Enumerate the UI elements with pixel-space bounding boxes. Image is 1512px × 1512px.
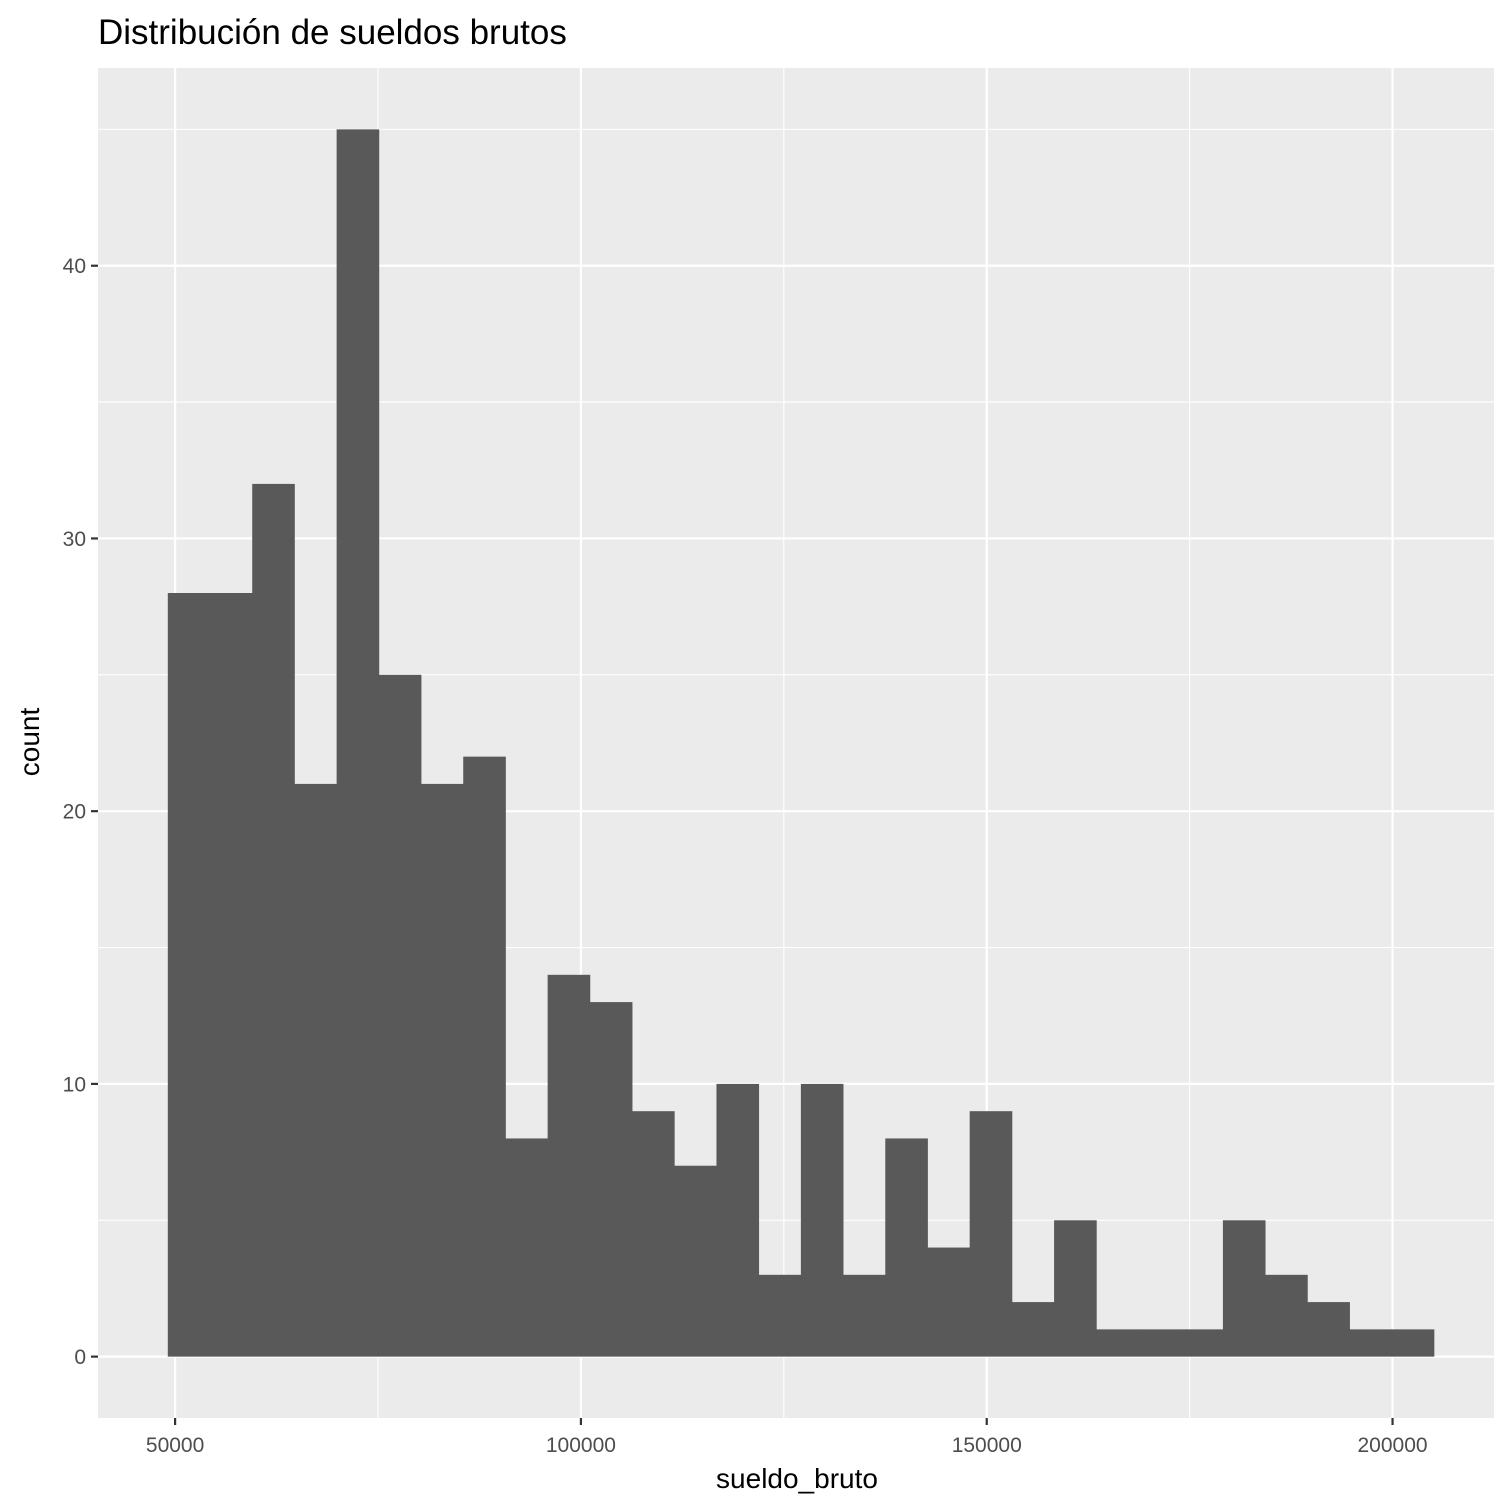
histogram-bar <box>167 593 211 1357</box>
y-tick-label: 30 <box>63 528 86 551</box>
y-tick-label: 40 <box>63 255 86 278</box>
histogram-bar <box>294 783 338 1357</box>
y-axis-title: count <box>14 708 45 777</box>
histogram-bar <box>800 1083 844 1357</box>
histogram-bar <box>1054 1220 1097 1357</box>
x-axis-title: sueldo_bruto <box>716 1463 878 1494</box>
histogram-bar <box>927 1247 971 1357</box>
histogram-bar <box>1307 1302 1350 1357</box>
y-tick-label: 20 <box>63 801 86 824</box>
histogram-bar <box>969 1111 1013 1357</box>
histogram-bar <box>1349 1329 1393 1357</box>
histogram-bar <box>1265 1274 1308 1357</box>
chart-title: Distribución de sueldos brutos <box>98 13 567 52</box>
x-tick-label: 150000 <box>952 1434 1022 1457</box>
y-tick-label: 10 <box>63 1073 86 1096</box>
histogram-bar <box>716 1083 760 1357</box>
x-tick-label: 100000 <box>546 1434 616 1457</box>
histogram-bar <box>632 1111 675 1357</box>
histogram-bar <box>758 1274 802 1357</box>
histogram-bar <box>378 674 422 1357</box>
histogram-bar <box>589 1002 633 1357</box>
x-axis: 50000 100000 150000 200000 <box>146 1418 1428 1457</box>
histogram-bar <box>1096 1329 1139 1357</box>
histogram-bar <box>1138 1329 1182 1357</box>
histogram-bar <box>336 129 380 1357</box>
histogram-bar <box>421 783 464 1357</box>
y-tick-label: 0 <box>74 1346 86 1369</box>
x-tick-label: 200000 <box>1358 1434 1428 1457</box>
histogram-bar <box>505 1138 549 1357</box>
histogram-bar <box>1391 1329 1435 1357</box>
y-axis: 0 10 20 30 40 <box>63 255 98 1369</box>
histogram-bar <box>674 1165 717 1357</box>
histogram-bar <box>1011 1302 1055 1357</box>
histogram-bar <box>1222 1220 1266 1357</box>
histogram-bar <box>463 756 506 1357</box>
histogram-bar <box>252 483 295 1357</box>
histogram-bar <box>1180 1329 1224 1357</box>
histogram-bar <box>843 1274 886 1357</box>
histogram-bar <box>885 1138 928 1357</box>
histogram-bars <box>167 129 1435 1357</box>
x-tick-label: 50000 <box>146 1434 204 1457</box>
histogram-bar <box>547 974 591 1357</box>
histogram-bar <box>210 593 253 1357</box>
